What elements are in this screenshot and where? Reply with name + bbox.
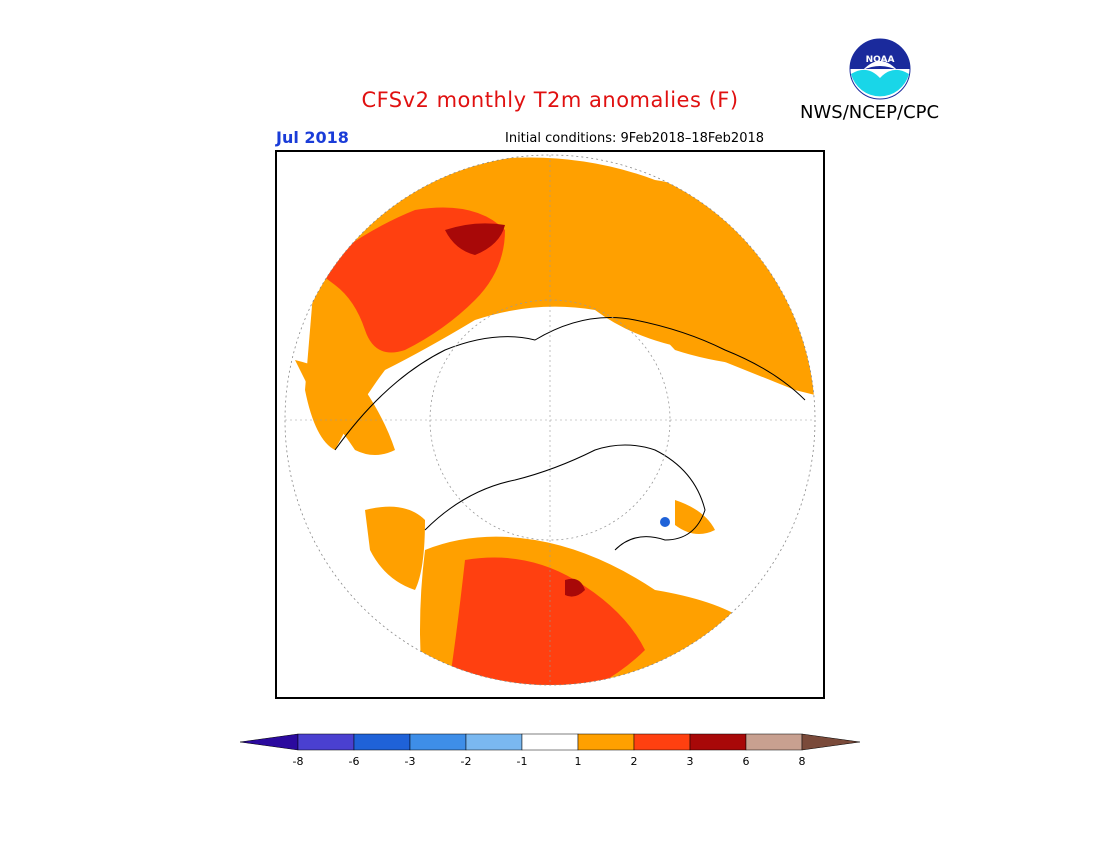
colorbar-tick-label: 6 bbox=[743, 755, 750, 768]
colorbar-swatch bbox=[297, 733, 355, 751]
colorbar-tick-label: -3 bbox=[405, 755, 416, 768]
colorbar-swatch bbox=[465, 733, 523, 751]
colorbar-arrow-low bbox=[239, 733, 299, 751]
colorbar-tick-label: -1 bbox=[517, 755, 528, 768]
colorbar-swatch bbox=[353, 733, 411, 751]
month-label: Jul 2018 bbox=[276, 128, 349, 147]
anomaly-map bbox=[275, 150, 825, 699]
agency-label: NWS/NCEP/CPC bbox=[800, 102, 940, 123]
colorbar-arrow-high bbox=[801, 733, 860, 751]
anomaly-region-greenland bbox=[675, 500, 715, 534]
page-title: CFSv2 monthly T2m anomalies (F) bbox=[361, 88, 739, 112]
colorbar-swatch bbox=[689, 733, 747, 751]
coastline bbox=[334, 317, 806, 551]
colorbar-tick-label: -2 bbox=[461, 755, 472, 768]
noaa-logo: NOAA bbox=[849, 38, 911, 100]
colorbar-swatch bbox=[745, 733, 803, 751]
anomaly-spot-blue bbox=[660, 517, 670, 527]
colorbar-tick-label: -6 bbox=[349, 755, 360, 768]
anomaly-region-alaska bbox=[365, 506, 425, 590]
colorbar-tick-label: 3 bbox=[687, 755, 694, 768]
anomaly-region-far-east bbox=[655, 296, 795, 366]
anomaly-region-north-america-red bbox=[445, 557, 645, 685]
colorbar-tick-label: -8 bbox=[293, 755, 304, 768]
colorbar-tick-label: 2 bbox=[631, 755, 638, 768]
colorbar-tick-label: 1 bbox=[575, 755, 582, 768]
anomaly-region-siberia-dark bbox=[445, 223, 505, 255]
logo-text: NOAA bbox=[866, 55, 895, 65]
colorbar-swatch bbox=[409, 733, 467, 751]
colorbar-tick-label: 8 bbox=[799, 755, 806, 768]
initial-conditions-label: Initial conditions: 9Feb2018–18Feb2018 bbox=[505, 131, 765, 146]
colorbar: -8 -6 -3 -2 -1 1 2 3 6 8 bbox=[239, 733, 860, 768]
colorbar-swatch bbox=[633, 733, 691, 751]
anomaly-region-iberia bbox=[295, 360, 395, 455]
colorbar-swatch bbox=[577, 733, 635, 751]
anomaly-region-canada-dark bbox=[565, 578, 585, 597]
colorbar-swatch bbox=[521, 733, 579, 751]
